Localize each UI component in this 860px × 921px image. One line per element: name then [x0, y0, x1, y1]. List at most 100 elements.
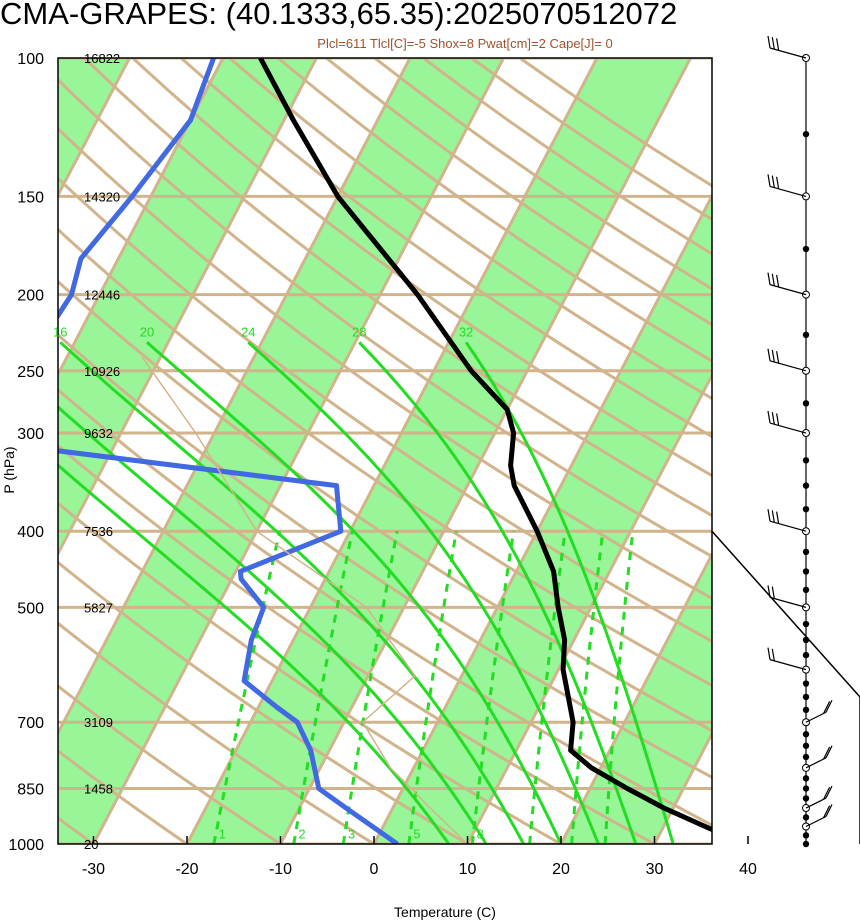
height-label: 14320: [84, 189, 120, 204]
x-tick-label: 30: [646, 861, 664, 878]
y-tick-label: 500: [17, 600, 44, 617]
wind-barb-feather: [771, 349, 775, 363]
chart-subtitle: Plcl=611 Tlcl[C]=-5 Shox=8 Pwat[cm]=2 Ca…: [317, 36, 613, 51]
wind-barb-feather: [776, 274, 780, 288]
y-tick-label: 700: [17, 715, 44, 732]
wind-level-dot: [802, 785, 810, 792]
moist-adiabat-12: [58, 405, 488, 844]
wind-barb-feather: [776, 351, 780, 364]
mixing-ratio-20: [603, 531, 635, 844]
wind-level-dot: [802, 693, 810, 701]
dry-adiabat: [58, 126, 712, 601]
mixing-ratio-label: 3: [348, 827, 355, 842]
chart-title: CMA-GRAPES: (40.1333,65.35):202507051207…: [0, 0, 678, 31]
moist-adiabat-28: [358, 341, 638, 844]
dry-adiabat: [58, 501, 565, 844]
dry-adiabat: [58, 77, 712, 559]
y-tick-label: 850: [17, 782, 44, 799]
wind-level-dot: [802, 400, 810, 407]
moist-adiabat-label: 20: [140, 324, 154, 339]
isotherm-band: [187, 58, 691, 844]
isotherm-band: [748, 58, 860, 844]
wind-barb-feather: [767, 348, 771, 361]
wind-barb-feather: [771, 37, 775, 50]
wind-level-dot: [802, 775, 810, 782]
wind-barb-column: [767, 35, 833, 848]
wind-barb-feather: [771, 510, 775, 523]
mixing-ratio-label: 2: [298, 827, 305, 842]
dry-adiabat: [228, 58, 712, 401]
dewpoint-profile: [58, 58, 399, 844]
wind-barb-feather: [767, 585, 771, 598]
moist-adiabat-8: [58, 463, 451, 844]
wind-barb-shaft: [769, 659, 807, 671]
moist-adiabat-24: [247, 341, 600, 844]
wind-barb-feather: [771, 412, 775, 425]
wind-barb-feather: [771, 273, 775, 286]
dry-adiabat: [58, 279, 712, 733]
x-tick-label: -20: [175, 861, 198, 878]
wind-barb-shaft: [769, 596, 807, 608]
isotherm-line: [185, 58, 599, 844]
moist-adiabat-20: [146, 341, 563, 844]
x-axis-title: Temperature (C): [394, 904, 496, 920]
dry-adiabat: [131, 58, 712, 478]
mixing-ratio-2: [292, 530, 354, 844]
wind-barb-shaft: [769, 185, 807, 197]
wind-level-dot: [802, 795, 810, 802]
wind-barb-feather: [825, 804, 833, 817]
mixing-ratio-12: [528, 530, 567, 844]
temperature-profile: [258, 58, 712, 833]
wind-barb-shaft: [769, 520, 807, 532]
wind-barb-shaft: [805, 711, 827, 723]
wind-level-dot: [802, 130, 810, 138]
y-axis-title: P (hPa): [1, 446, 17, 493]
isotherm-line: [92, 58, 505, 844]
wind-level-dot: [802, 706, 810, 714]
wind-barb-feather: [823, 805, 831, 818]
wind-level-dot: [802, 840, 810, 848]
dry-adiabat: [58, 684, 284, 844]
height-label: 7536: [84, 524, 113, 539]
x-tick-label: 40: [739, 861, 757, 878]
wind-level-dot: [802, 482, 810, 489]
wind-barb-feather: [823, 786, 831, 800]
wind-barb-feather: [767, 272, 771, 285]
wind-level-dot: [802, 680, 810, 687]
isotherm-line: [58, 58, 131, 199]
moist-adiabat-label: 28: [352, 324, 366, 339]
x-tick-label: 20: [552, 861, 570, 878]
wind-barb-feather: [776, 176, 780, 189]
wind-barb-feather: [825, 785, 833, 799]
wind-level-dot: [802, 331, 810, 339]
wind-barb-feather: [776, 413, 780, 426]
height-label: 1458: [84, 782, 113, 797]
dry-adiabat: [58, 387, 712, 827]
height-label: 16822: [84, 51, 120, 66]
height-label: 12446: [84, 288, 120, 303]
wind-barb-feather: [771, 648, 775, 661]
isotherm-line: [58, 58, 318, 557]
y-tick-label: 300: [17, 426, 44, 443]
wind-barb-feather: [767, 174, 771, 187]
wind-level-dot: [802, 731, 810, 738]
y-tick-label: 150: [17, 189, 44, 206]
moist-adiabat-label: 16: [53, 324, 67, 339]
mixing-ratio-label: 1: [219, 827, 226, 842]
dry-adiabat: [180, 58, 712, 439]
wind-barb-feather: [767, 35, 771, 49]
wind-level-dot: [802, 505, 810, 513]
y-tick-label: 400: [17, 524, 44, 541]
wind-level-dot: [802, 586, 810, 594]
x-tick-label: -30: [82, 861, 105, 878]
wind-barb-feather: [823, 701, 831, 714]
wind-barb-feather: [776, 38, 780, 51]
isotherm-line: [559, 551, 712, 844]
wind-level-dot: [802, 457, 810, 464]
dry-adiabat: [58, 176, 712, 643]
wind-level-dot: [802, 651, 810, 659]
wind-barb-feather: [825, 745, 833, 759]
isotherm-line: [58, 58, 225, 378]
